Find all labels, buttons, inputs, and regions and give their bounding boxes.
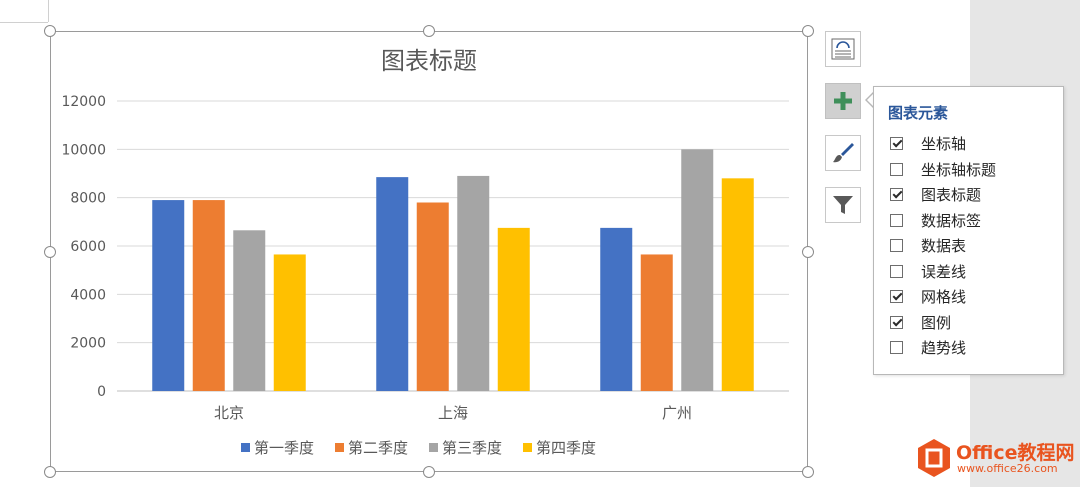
y-tick-label: 2000 — [70, 336, 106, 352]
resize-handle-top-center[interactable] — [423, 25, 435, 37]
checkbox-label: 网格线 — [921, 288, 967, 307]
chart-area[interactable]: 0 2000 4000 6000 8000 10000 12000 北京 上海 广州 图表标题 … — [50, 31, 808, 472]
checkbox[interactable] — [890, 188, 903, 202]
chart-element-data-labels[interactable]: 数据标签 — [890, 208, 996, 234]
chart-elements-button[interactable] — [825, 83, 861, 119]
chart-element-legend[interactable]: 图例 — [890, 310, 996, 336]
checkbox-label: 图表标题 — [921, 186, 982, 205]
y-tick-label: 0 — [97, 384, 106, 400]
legend-label: 第一季度 — [254, 439, 314, 457]
plus-icon — [834, 92, 852, 110]
guide-line-horizontal — [0, 22, 48, 23]
y-tick-label: 12000 — [61, 94, 106, 110]
checkbox[interactable] — [890, 213, 903, 227]
paintbrush-icon — [833, 143, 854, 163]
chart-elements-panel: 图表元素 坐标轴 坐标轴标题 图表标题 数据标签 数据表 误差线 网格线 图例 … — [873, 86, 1064, 375]
y-tick-label: 8000 — [70, 191, 106, 207]
watermark-logo: Office教程网 www.office26.com — [914, 436, 1075, 480]
bar[interactable] — [681, 149, 714, 391]
chart-element-error-bars[interactable]: 误差线 — [890, 259, 996, 285]
bar[interactable] — [192, 200, 225, 391]
legend-label: 第三季度 — [442, 439, 502, 457]
y-tick-label: 6000 — [70, 239, 106, 255]
chart-filters-button[interactable] — [825, 187, 861, 223]
checkbox-label: 图例 — [921, 313, 952, 332]
checkbox[interactable] — [890, 137, 903, 151]
bar[interactable] — [600, 227, 633, 391]
bar[interactable] — [233, 230, 266, 391]
layout-options-button[interactable] — [825, 31, 861, 67]
bar[interactable] — [152, 200, 185, 391]
chart-element-gridlines[interactable]: 网格线 — [890, 284, 996, 310]
office-logo-icon — [918, 439, 950, 477]
resize-handle-middle-right[interactable] — [802, 246, 814, 258]
panel-pointer-fill — [867, 92, 875, 108]
x-tick-label: 北京 — [214, 404, 244, 422]
checkbox[interactable] — [890, 264, 903, 278]
bar[interactable] — [457, 175, 490, 391]
legend-swatch — [241, 443, 250, 452]
resize-handle-middle-left[interactable] — [44, 246, 56, 258]
resize-handle-top-left[interactable] — [44, 25, 56, 37]
x-tick-label: 上海 — [438, 404, 468, 422]
bar[interactable] — [273, 254, 306, 391]
bar[interactable] — [640, 254, 673, 391]
layout-options-icon — [831, 38, 855, 60]
resize-handle-bottom-center[interactable] — [423, 466, 435, 478]
checkbox-label: 数据表 — [921, 237, 967, 256]
legend[interactable]: 第一季度 第二季度 第三季度 第四季度 — [241, 439, 596, 457]
guide-line-vertical — [48, 0, 49, 22]
checkbox[interactable] — [890, 162, 903, 176]
bar[interactable] — [497, 227, 530, 391]
resize-handle-top-right[interactable] — [802, 25, 814, 37]
checkbox-label: 坐标轴标题 — [921, 160, 997, 179]
chart-element-axis-titles[interactable]: 坐标轴标题 — [890, 157, 996, 183]
legend-swatch — [429, 443, 438, 452]
bar[interactable] — [416, 202, 449, 392]
chart-title[interactable]: 图表标题 — [381, 47, 477, 75]
filter-icon — [833, 196, 853, 214]
legend-swatch — [523, 443, 532, 452]
chart-element-data-table[interactable]: 数据表 — [890, 233, 996, 259]
x-tick-label: 广州 — [662, 404, 692, 422]
y-tick-label: 10000 — [61, 142, 106, 158]
checkbox[interactable] — [890, 239, 903, 253]
checkbox[interactable] — [890, 290, 903, 304]
y-tick-label: 4000 — [70, 287, 106, 303]
checkbox[interactable] — [890, 315, 903, 329]
bar[interactable] — [721, 178, 754, 391]
legend-swatch — [335, 443, 344, 452]
panel-title: 图表元素 — [888, 104, 949, 122]
checkbox-label: 误差线 — [921, 262, 967, 281]
watermark-brand: Office教程网 — [956, 442, 1075, 464]
chart-elements-list: 坐标轴 坐标轴标题 图表标题 数据标签 数据表 误差线 网格线 图例 趋势线 — [890, 131, 996, 361]
resize-handle-bottom-left[interactable] — [44, 466, 56, 478]
chart-element-trendline[interactable]: 趋势线 — [890, 335, 996, 361]
checkbox[interactable] — [890, 341, 903, 355]
checkbox-label: 坐标轴 — [921, 135, 967, 154]
legend-label: 第二季度 — [348, 439, 408, 457]
bar[interactable] — [376, 177, 409, 391]
chart-element-axes[interactable]: 坐标轴 — [890, 131, 996, 157]
chart-styles-button[interactable] — [825, 135, 861, 171]
watermark-url: www.office26.com — [957, 462, 1058, 475]
legend-label: 第四季度 — [536, 439, 596, 457]
chart-element-chart-title[interactable]: 图表标题 — [890, 182, 996, 208]
checkbox-label: 数据标签 — [921, 211, 982, 230]
checkbox-label: 趋势线 — [921, 339, 967, 358]
resize-handle-bottom-right[interactable] — [802, 466, 814, 478]
